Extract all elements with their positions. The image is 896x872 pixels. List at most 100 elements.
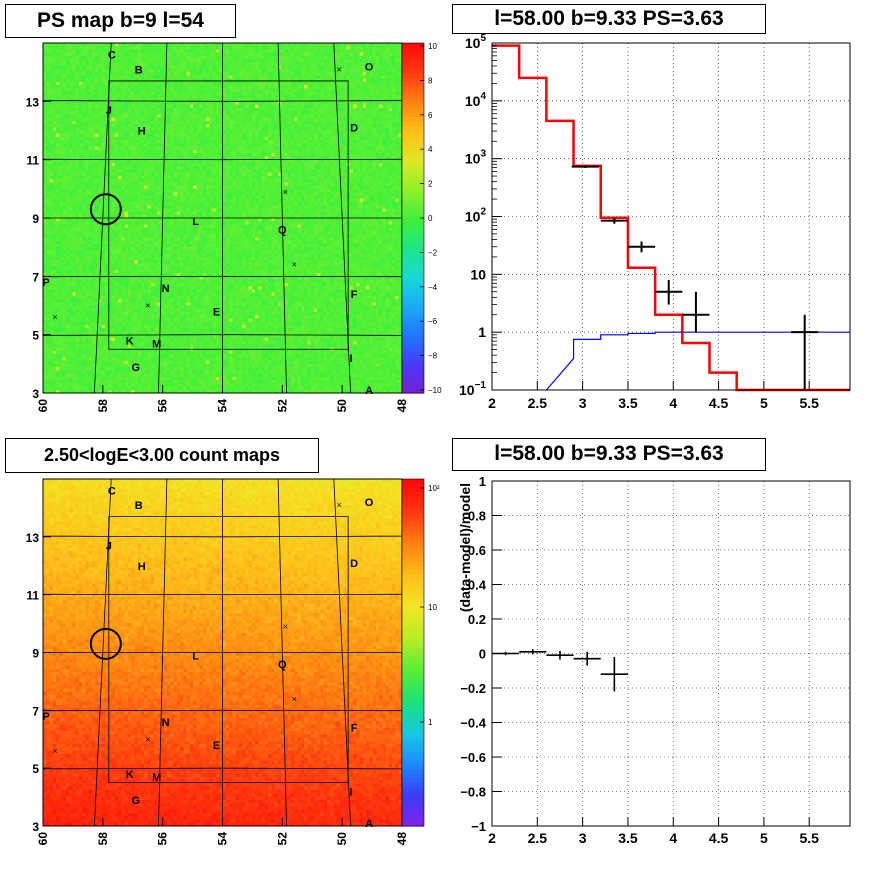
colorbar-swatch: [402, 261, 424, 267]
x-tick-label: 54: [216, 832, 230, 846]
y-tick-label: 9: [32, 647, 39, 661]
source-marker: ×: [145, 301, 150, 311]
colorbar-swatch: [402, 248, 424, 254]
colorbar-swatch: [402, 161, 424, 167]
colorbar-swatch: [402, 557, 424, 563]
roi-box: [108, 516, 349, 784]
x-tick-label: 2.5: [528, 395, 548, 411]
colorbar-swatch: [402, 218, 424, 223]
colorbar-swatch: [402, 704, 424, 710]
colorbar-swatch: [402, 483, 424, 489]
colorbar-swatch: [402, 544, 424, 549]
source-marker: ×: [52, 312, 57, 322]
spectrum-title-box: l=58.00 b=9.33 PS=3.63: [452, 4, 766, 34]
colorbar-swatch: [402, 353, 424, 359]
x-tick-label: 60: [36, 399, 50, 413]
colorbar-swatch: [402, 778, 424, 784]
y-tick-label: 7: [32, 270, 39, 284]
colorbar-swatch: [402, 756, 424, 762]
y-tick-label: 103: [465, 149, 487, 167]
colorbar-swatch: [402, 791, 424, 797]
colorbar-swatch: [402, 60, 424, 66]
colorbar-swatch: [402, 113, 424, 118]
source-label: O: [365, 61, 374, 73]
colorbar-swatch: [402, 665, 424, 671]
y-tick-label: −1: [471, 819, 486, 834]
colorbar-swatch: [402, 509, 424, 515]
colorbar-swatch: [402, 296, 424, 302]
colorbar-swatch: [402, 656, 424, 662]
colorbar-swatch: [402, 323, 424, 328]
source-label: G: [131, 795, 140, 807]
source-label: G: [131, 362, 140, 374]
colorbar-swatch: [402, 266, 424, 272]
source-label: H: [138, 561, 146, 573]
model-step-line: [545, 331, 850, 391]
residual-panel: 2 2.5 3 3.5 4 4.5 5 5.5 −1 −0.8 −0.6 −0.4 −0.2 0 0.2 0.…: [457, 474, 851, 846]
colorbar-swatch: [402, 708, 424, 714]
source-label: F: [351, 723, 358, 735]
count-map-title: 2.50<logE<3.00 count maps: [43, 445, 281, 465]
colorbar-swatch: [402, 239, 424, 245]
colorbar-tick-label: −8: [428, 352, 438, 361]
colorbar-swatch: [402, 591, 424, 597]
colorbar-swatch: [402, 358, 424, 363]
colorbar-swatch: [402, 187, 424, 193]
colorbar-swatch: [402, 301, 424, 307]
source-label: M: [152, 772, 161, 784]
colorbar-swatch: [402, 500, 424, 506]
colorbar-swatch: [402, 384, 424, 390]
colorbar-swatch: [402, 99, 424, 105]
colorbar-swatch: [402, 773, 424, 779]
colorbar-swatch: [402, 56, 424, 62]
colorbar-tick-label: 6: [428, 111, 433, 120]
colorbar-swatch: [402, 270, 424, 276]
x-tick-label: 50: [335, 832, 349, 846]
y-tick-label: 9: [32, 212, 39, 226]
source-label: F: [351, 289, 358, 301]
colorbar-swatch: [402, 283, 424, 289]
x-tick-label: 3.5: [618, 395, 638, 411]
colorbar-swatch: [402, 152, 424, 158]
colorbar-swatch: [402, 765, 424, 771]
colorbar-frame: [401, 478, 425, 827]
residual-title-box: l=58.00 b=9.33 PS=3.63: [452, 438, 766, 471]
colorbar-swatch: [402, 178, 424, 184]
colorbar-swatch: [402, 91, 424, 97]
colorbar-swatch: [402, 336, 424, 342]
colorbar-swatch: [402, 139, 424, 145]
colorbar-swatch: [402, 73, 424, 79]
y-tick-label: 0.2: [468, 612, 486, 627]
source-label: A: [365, 818, 373, 830]
source-label: M: [152, 338, 161, 350]
coordinate-grid: [43, 43, 402, 393]
colorbar-tick-label: −4: [428, 283, 438, 292]
x-tick-label: 2: [488, 830, 496, 846]
spectrum-title: l=58.00 b=9.33 PS=3.63: [494, 7, 724, 30]
y-tick-label: 105: [465, 33, 487, 51]
colorbar-swatch: [402, 635, 424, 641]
source-label: A: [365, 385, 373, 397]
x-tick-label: 52: [275, 399, 289, 413]
source-label: Q: [278, 225, 287, 237]
colorbar-swatch: [402, 253, 424, 258]
colorbar-swatch: [402, 630, 424, 636]
colorbar-swatch: [402, 535, 424, 541]
colorbar-tick-label: 10: [428, 42, 437, 51]
colorbar-swatch: [402, 200, 424, 206]
colorbar-swatch: [402, 565, 424, 571]
colorbar-swatch: [402, 309, 424, 315]
colorbar-swatch: [402, 375, 424, 381]
source-label: N: [162, 717, 170, 729]
colorbar-swatch: [402, 648, 424, 654]
grid-parallel: [43, 767, 402, 770]
colorbar-swatch: [402, 244, 424, 250]
colorbar-tick-label: 2: [428, 180, 433, 189]
target-circle: [89, 627, 122, 660]
colorbar-swatch: [402, 174, 424, 180]
colorbar-swatch: [402, 695, 424, 701]
colorbar-swatch: [402, 43, 424, 48]
y-tick-label: −0.4: [460, 716, 486, 731]
colorbar-swatch: [402, 349, 424, 355]
x-tick-label: 50: [335, 399, 349, 413]
